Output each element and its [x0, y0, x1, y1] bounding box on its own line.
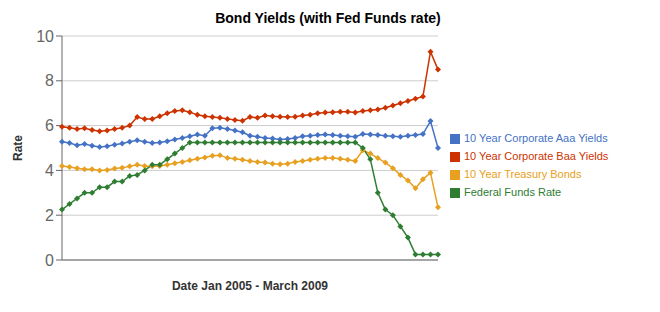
svg-text:10: 10 [36, 28, 54, 45]
html-text:10 Year Treasury Bonds: 10 Year Treasury Bonds [464, 168, 582, 180]
svg-text:0: 0 [45, 252, 54, 269]
html-text:Federal Funds Rate: Federal Funds Rate [464, 186, 562, 198]
html-text:10 Year Corporate Aaa Yields: 10 Year Corporate Aaa Yields [464, 132, 608, 144]
svg-text:Date Jan 2005 - March 2009: Date Jan 2005 - March 2009 [172, 279, 328, 293]
svg-text:4: 4 [45, 162, 54, 179]
html-text:Bond Yields (with Fed Funds ra: Bond Yields (with Fed Funds rate) [215, 10, 441, 26]
svg-text:Rate: Rate [11, 135, 25, 161]
svg-text:2: 2 [45, 207, 54, 224]
svg-text:6: 6 [45, 117, 54, 134]
svg-text:8: 8 [45, 72, 54, 89]
html-text:10 Year Corporate Baa Yields: 10 Year Corporate Baa Yields [464, 150, 609, 162]
